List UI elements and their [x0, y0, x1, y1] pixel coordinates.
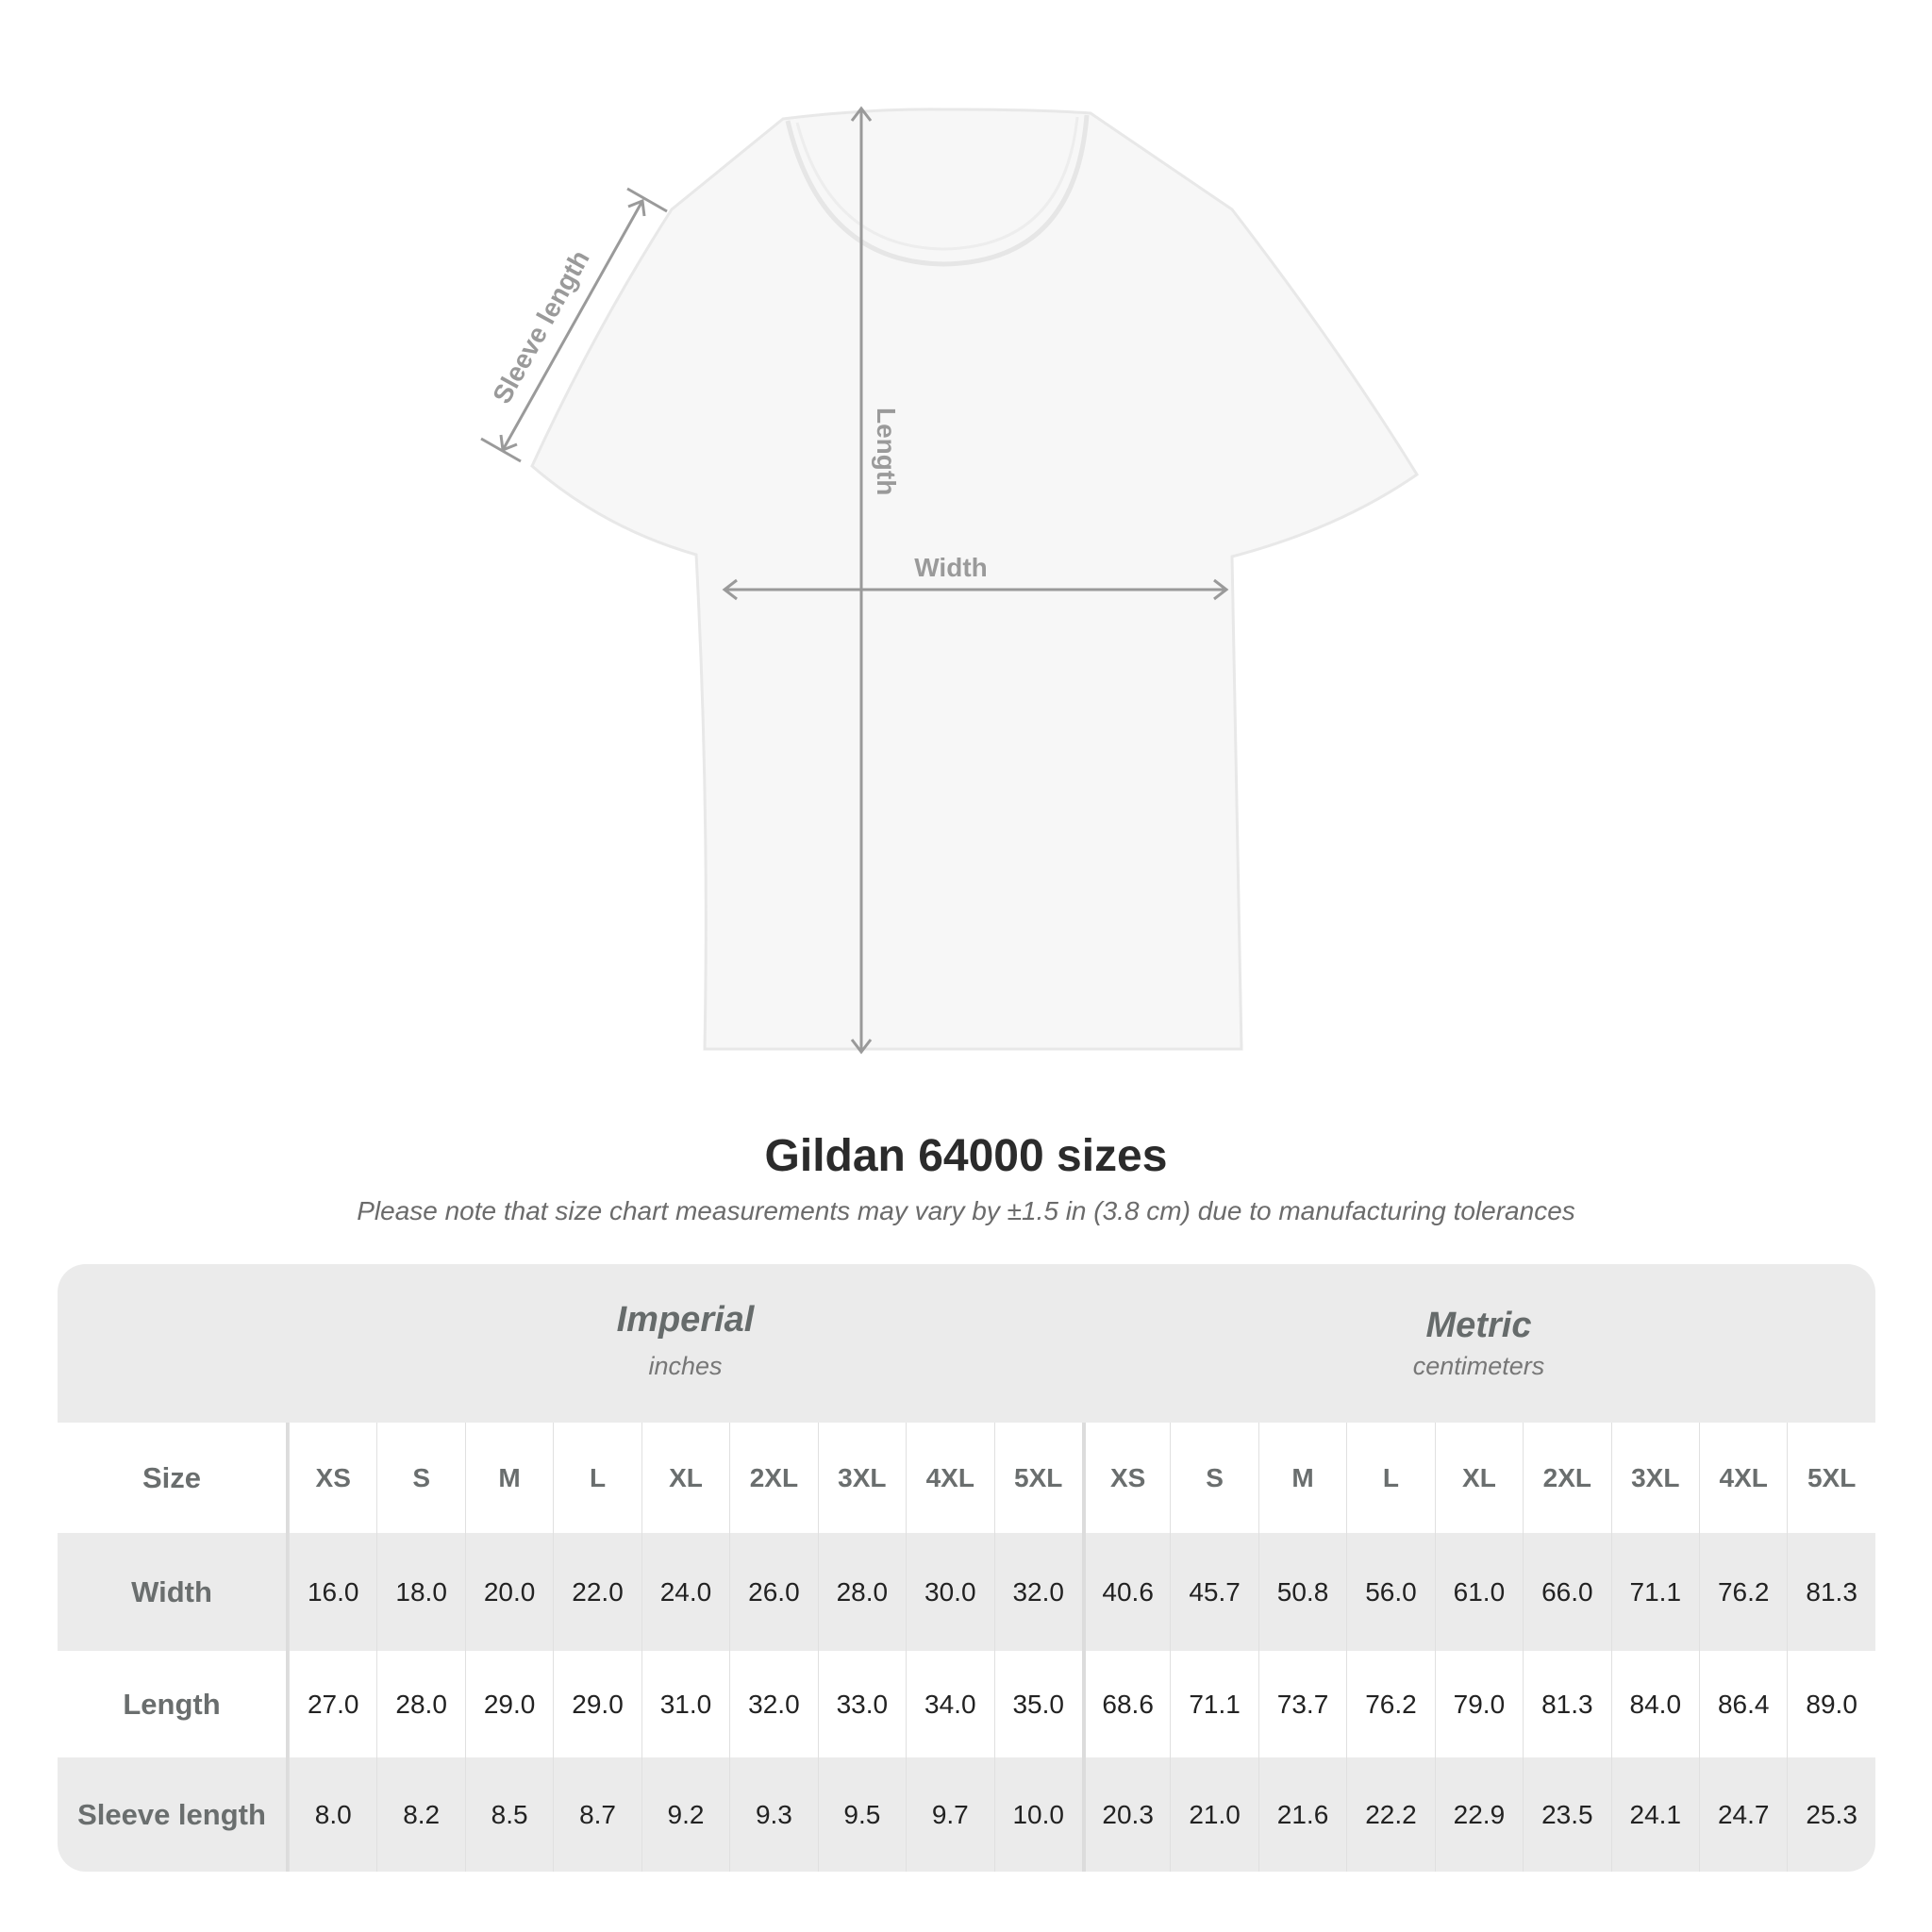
- table-cell: 45.7: [1170, 1533, 1257, 1651]
- row-label: Size: [58, 1423, 289, 1533]
- collar: [785, 114, 1090, 267]
- table-cell: 28.0: [376, 1651, 464, 1757]
- table-cell: 26.0: [729, 1533, 817, 1651]
- table-cell: 76.2: [1346, 1651, 1434, 1757]
- table-cell: 86.4: [1699, 1651, 1787, 1757]
- table-cell: 29.0: [553, 1651, 641, 1757]
- size-header-cell: 4XL: [906, 1423, 993, 1533]
- table-cell: 21.6: [1257, 1757, 1346, 1872]
- table-cell: 21.0: [1170, 1757, 1257, 1872]
- table-cell: 23.5: [1523, 1757, 1610, 1872]
- page-title: Gildan 64000 sizes: [764, 1131, 1168, 1181]
- size-header-cell: XL: [641, 1423, 729, 1533]
- tshirt-diagram: Sleeve length Length Width: [480, 106, 1420, 1055]
- table-cell: 68.6: [1081, 1651, 1170, 1757]
- tshirt-image: [530, 108, 1420, 1051]
- table-cell: 30.0: [906, 1533, 993, 1651]
- imperial-header: Imperial inches: [289, 1264, 1082, 1423]
- table-cell: 84.0: [1610, 1651, 1699, 1757]
- table-cell: 9.5: [817, 1757, 906, 1872]
- table-cell: 20.3: [1081, 1757, 1170, 1872]
- width-label: Width: [914, 553, 988, 582]
- size-header-cell: L: [553, 1423, 641, 1533]
- table-cell: 10.0: [993, 1757, 1082, 1872]
- table-row: Width 16.0 18.0 20.0 22.0 24.0 26.0 28.0 30.0 32.…: [58, 1533, 1875, 1651]
- table-cell: 18.0: [376, 1533, 464, 1651]
- table-cell: 28.0: [817, 1533, 906, 1651]
- table-cell: 22.2: [1346, 1757, 1434, 1872]
- table-cell: 56.0: [1346, 1533, 1434, 1651]
- size-header-cell: 3XL: [817, 1423, 906, 1533]
- size-header-cell: 4XL: [1699, 1423, 1787, 1533]
- metric-header: Metric centimeters: [1082, 1264, 1875, 1423]
- table-cell: 24.7: [1699, 1757, 1787, 1872]
- size-header-cell: XS: [1081, 1423, 1170, 1533]
- table-cell: 89.0: [1787, 1651, 1874, 1757]
- table-cell: 71.1: [1610, 1533, 1699, 1651]
- metric-title: Metric: [1425, 1306, 1532, 1345]
- table-cell: 8.7: [553, 1757, 641, 1872]
- table-cell: 33.0: [817, 1651, 906, 1757]
- table-cell: 25.3: [1787, 1757, 1874, 1872]
- table-cell: 8.0: [289, 1757, 376, 1872]
- imperial-unit: inches: [648, 1352, 723, 1380]
- size-header-cell: XL: [1434, 1423, 1523, 1533]
- size-header-cell: 2XL: [729, 1423, 817, 1533]
- size-header-cell: M: [1257, 1423, 1346, 1533]
- table-cell: 9.3: [729, 1757, 817, 1872]
- imperial-title: Imperial: [616, 1300, 755, 1340]
- tolerance-note: Please note that size chart measurements…: [357, 1196, 1575, 1225]
- length-label: Length: [872, 408, 901, 495]
- table-row: Sleeve length 8.0 8.2 8.5 8.7 9.2 9.3 9.5 9.7 10.…: [58, 1757, 1875, 1872]
- table-cell: 29.0: [464, 1651, 553, 1757]
- table-cell: 76.2: [1699, 1533, 1787, 1651]
- table-cell: 9.7: [906, 1757, 993, 1872]
- row-label: Sleeve length: [58, 1757, 289, 1872]
- size-header-row: Size XS S M L XL 2XL 3XL 4XL 5XL XS S M L XL 2XL 3XL 4XL 5…: [58, 1423, 1875, 1533]
- table-cell: 35.0: [993, 1651, 1082, 1757]
- table-cell: 32.0: [993, 1533, 1082, 1651]
- size-header-cell: XS: [289, 1423, 376, 1533]
- size-header-cell: 5XL: [993, 1423, 1082, 1533]
- table-cell: 34.0: [906, 1651, 993, 1757]
- table-cell: 40.6: [1081, 1533, 1170, 1651]
- row-label: Length: [58, 1651, 289, 1757]
- table-cell: 31.0: [641, 1651, 729, 1757]
- size-header-cell: 5XL: [1787, 1423, 1874, 1533]
- table-cell: 22.0: [553, 1533, 641, 1651]
- size-header-cell: S: [376, 1423, 464, 1533]
- table-cell: 61.0: [1434, 1533, 1523, 1651]
- metric-unit: centimeters: [1412, 1352, 1545, 1380]
- table-cell: 20.0: [464, 1533, 553, 1651]
- row-label: Width: [58, 1533, 289, 1651]
- table-cell: 79.0: [1434, 1651, 1523, 1757]
- table-cell: 66.0: [1523, 1533, 1610, 1651]
- size-header-cell: 2XL: [1523, 1423, 1610, 1533]
- table-cell: 24.1: [1610, 1757, 1699, 1872]
- table-cell: 24.0: [641, 1533, 729, 1651]
- table-cell: 22.9: [1434, 1757, 1523, 1872]
- table-cell: 16.0: [289, 1533, 376, 1651]
- table-cell: 71.1: [1170, 1651, 1257, 1757]
- size-header-cell: M: [464, 1423, 553, 1533]
- table-cell: 27.0: [289, 1651, 376, 1757]
- table-cell: 50.8: [1257, 1533, 1346, 1651]
- table-cell: 8.5: [464, 1757, 553, 1872]
- size-table: Imperial inches Metric centimeters Size X…: [58, 1264, 1875, 1872]
- size-header-cell: 3XL: [1610, 1423, 1699, 1533]
- table-cell: 81.3: [1787, 1533, 1874, 1651]
- table-row: Length 27.0 28.0 29.0 29.0 31.0 32.0 33.0 34.0 35…: [58, 1651, 1875, 1757]
- table-cell: 81.3: [1523, 1651, 1610, 1757]
- size-header-cell: S: [1170, 1423, 1257, 1533]
- table-cell: 73.7: [1257, 1651, 1346, 1757]
- sleeve-length-arrow: [501, 200, 644, 451]
- table-cell: 8.2: [376, 1757, 464, 1872]
- table-cell: 9.2: [641, 1757, 729, 1872]
- size-header-cell: L: [1346, 1423, 1434, 1533]
- table-cell: 32.0: [729, 1651, 817, 1757]
